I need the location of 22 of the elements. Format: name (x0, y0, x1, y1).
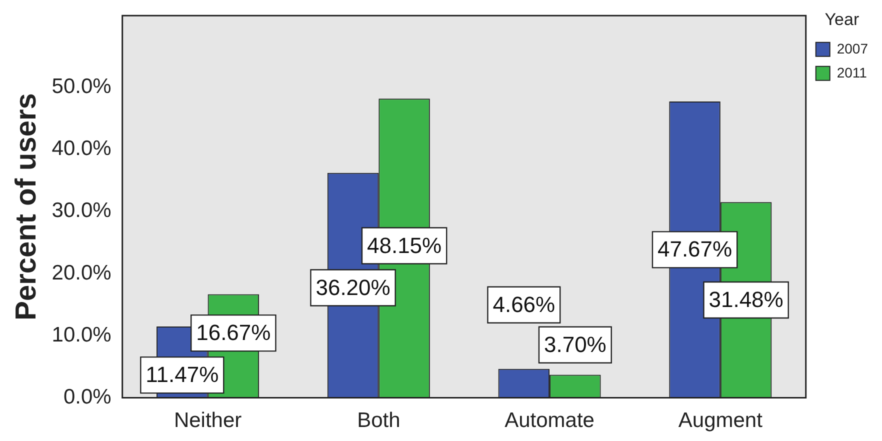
y-tick-label: 30.0% (52, 199, 112, 222)
data-label: 36.20% (316, 274, 390, 300)
y-tick-label: 0.0% (63, 386, 112, 409)
data-label: 3.70% (544, 332, 606, 357)
data-label: 48.15% (366, 232, 442, 258)
data-label: 4.66% (492, 292, 556, 317)
data-label: 47.67% (657, 236, 732, 262)
data-label: 11.47% (146, 362, 219, 388)
y-tick-label: 20.0% (52, 261, 112, 284)
data-label: 31.48% (708, 287, 784, 312)
data-label: 16.67% (196, 320, 271, 346)
y-tick-label: 10.0% (52, 323, 112, 346)
y-axis-title: Percent of users (10, 93, 42, 320)
y-tick-label: 50.0% (52, 74, 112, 98)
x-tick-label: Neither (174, 409, 242, 432)
x-tick-label: Augment (678, 409, 763, 432)
legend-label: 2011 (836, 64, 868, 80)
x-tick-label: Both (357, 409, 400, 432)
legend-title: Year (824, 10, 860, 30)
legend-label: 2007 (836, 40, 868, 56)
x-tick-label: Automate (504, 409, 594, 432)
y-tick-label: 40.0% (52, 137, 112, 160)
